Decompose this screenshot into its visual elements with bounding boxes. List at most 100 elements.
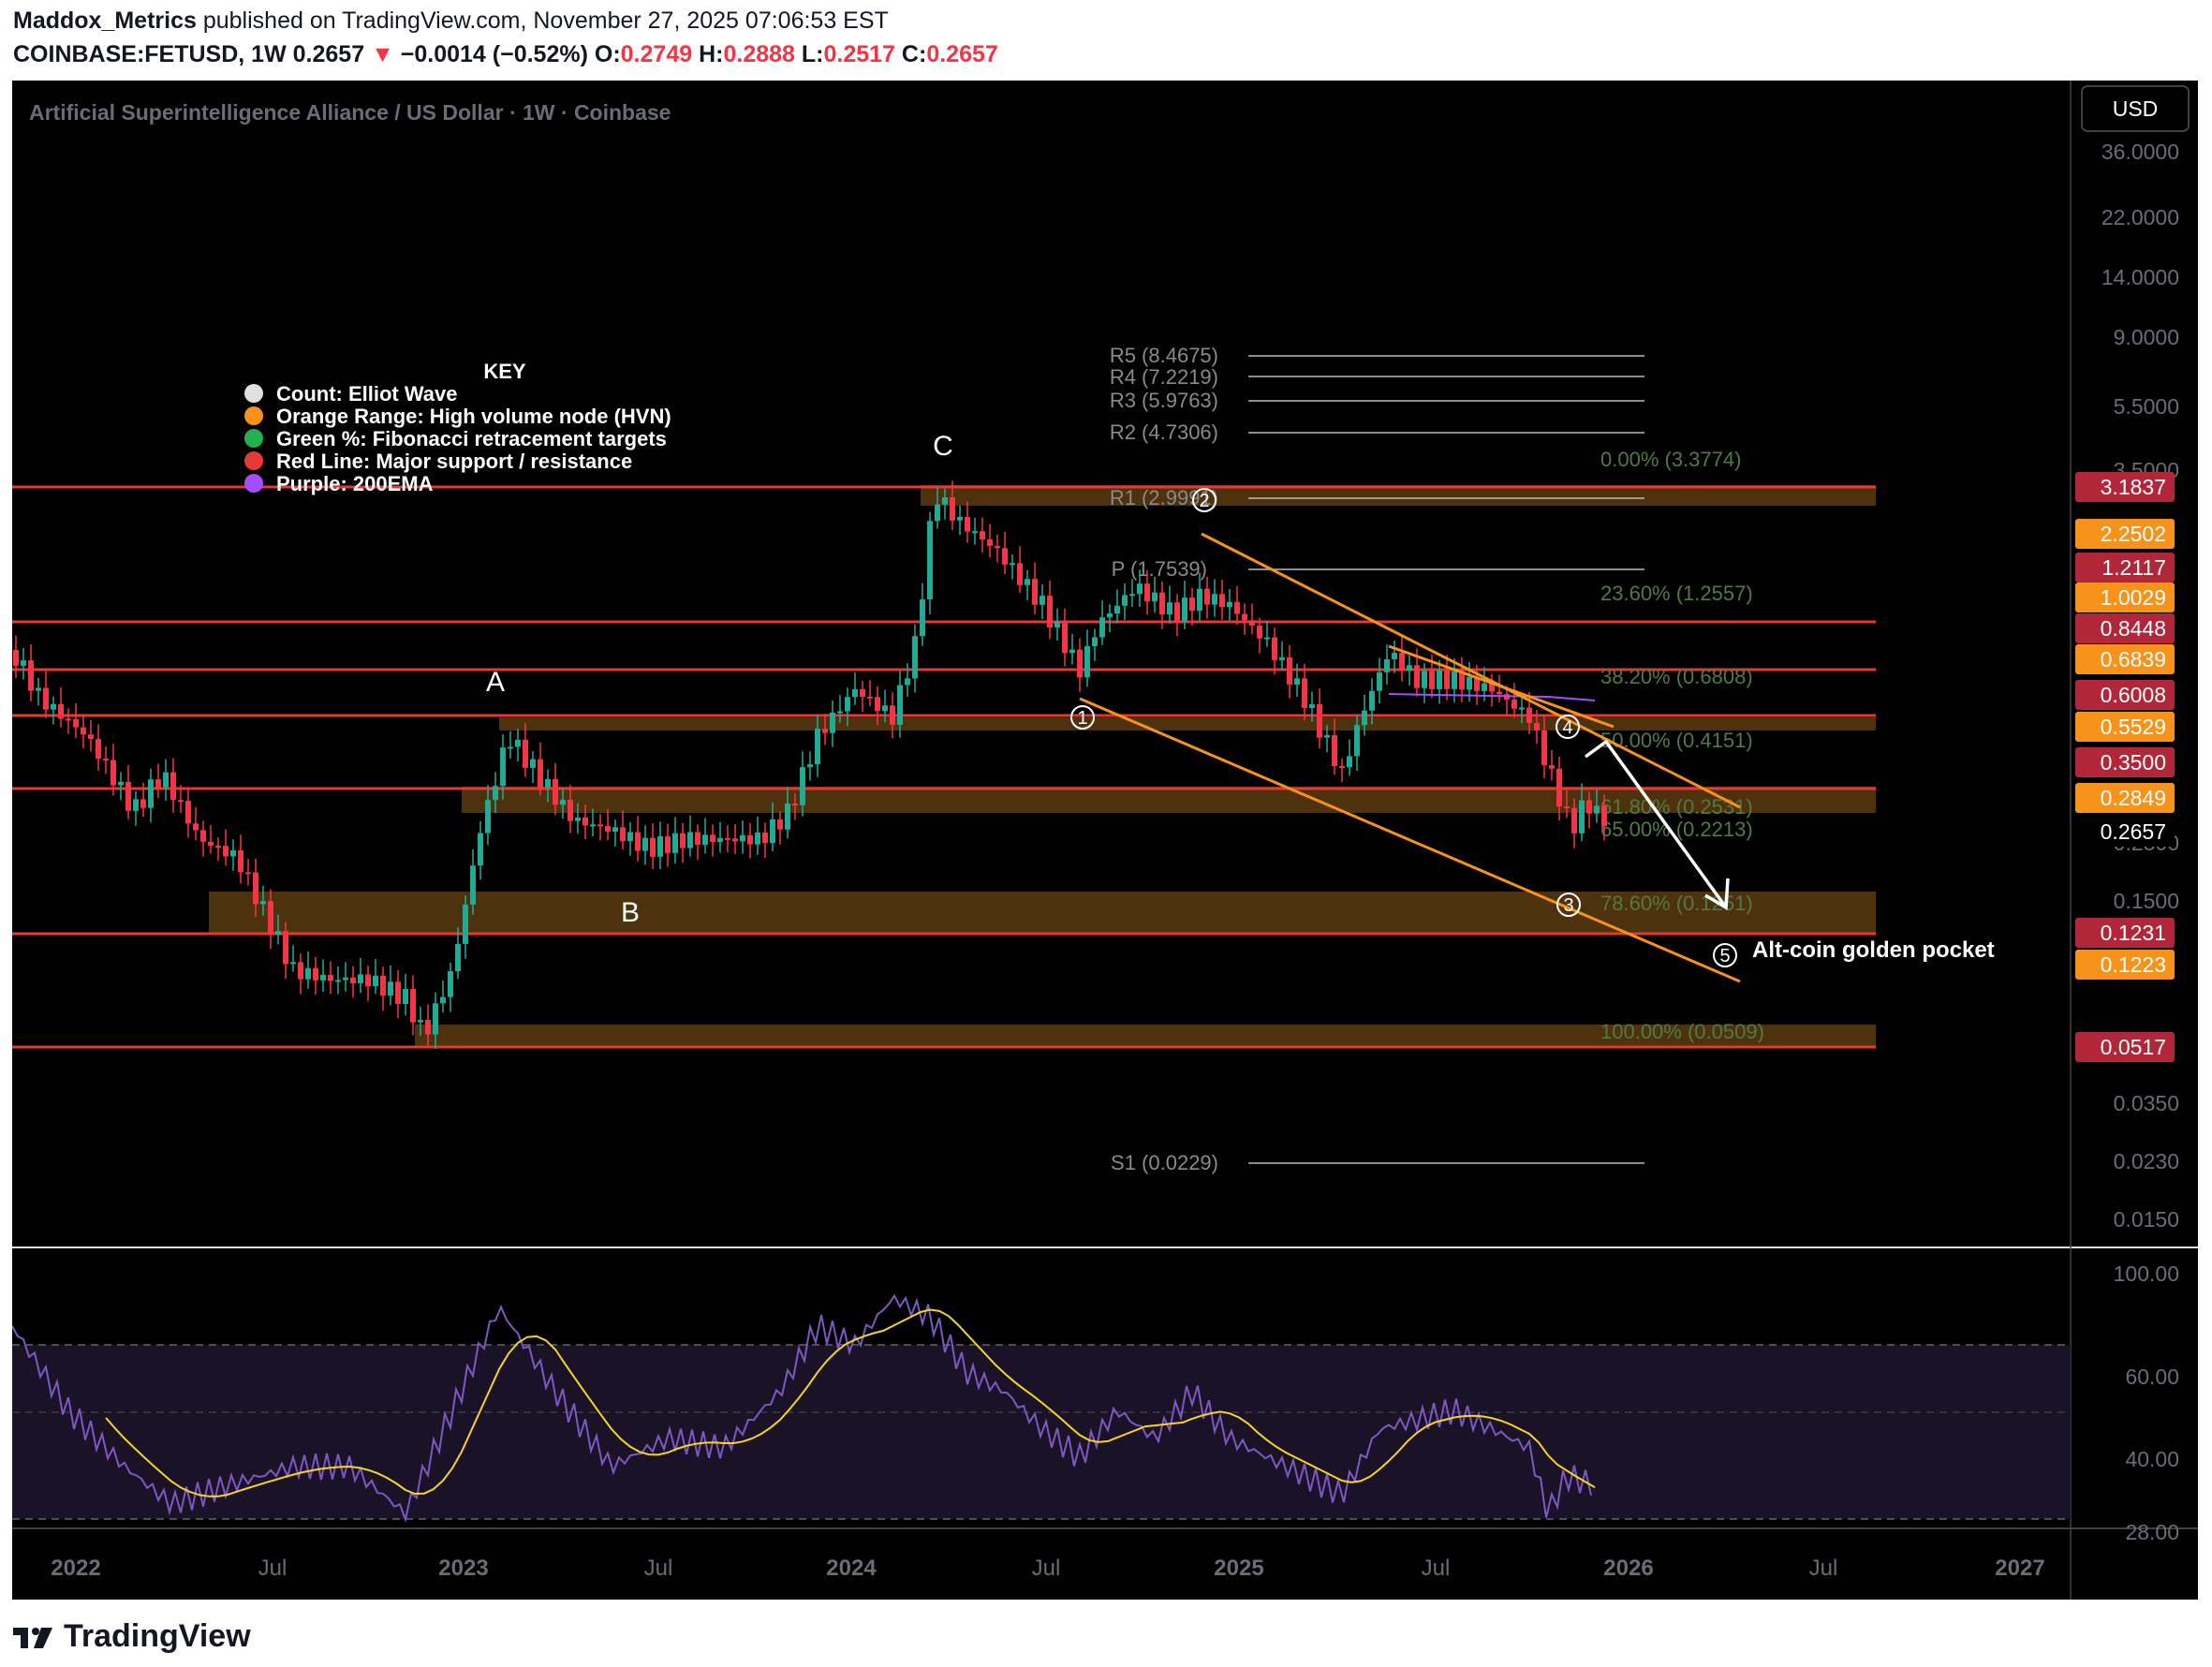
price-badge-label: 0.6008 [2101,683,2166,707]
rsi-pane[interactable] [11,1293,2071,1524]
support-lines [12,485,1876,1049]
currency-button[interactable] [2081,85,2190,132]
wave-count-3: 3 [1563,895,1573,916]
candle [1287,656,1292,685]
candle [298,962,303,980]
candle [515,739,521,747]
price-badge[interactable] [2075,918,2175,948]
price-axis[interactable]: USD 36.0000 22.0000 14.0000 9.0000 5.500… [2075,85,2190,1544]
candle [1084,645,1090,678]
price-badge[interactable] [2075,680,2175,710]
candle [965,516,970,532]
candle [568,799,573,821]
rsi-tick: 40.00 [2125,1447,2179,1471]
candle [433,1003,438,1035]
candle [657,836,663,857]
candle [785,804,790,830]
candlestick-series[interactable] [13,480,1607,1050]
price-badge-label: 3.1837 [2101,475,2166,499]
candle [987,538,993,546]
price-badge[interactable] [2075,817,2175,847]
ema-200-line[interactable] [1388,693,1596,701]
time-tick: Jul [1809,1556,1838,1581]
symbol-label[interactable]: COINBASE:FETUSD, 1W [13,41,287,67]
price-badge[interactable] [2075,613,2175,643]
candle [590,824,596,827]
candle [51,703,56,710]
candle [612,827,618,832]
candle [320,974,326,981]
candle [1099,617,1105,638]
candle [148,779,154,808]
chart-panel[interactable]: R5 (8.4675) R4 (7.2219) R3 (5.9763) R2 (… [11,81,2198,1600]
rsi-ma-line[interactable] [105,1308,1596,1497]
candle [1414,665,1420,688]
price-badge[interactable] [2075,519,2175,549]
price-badge[interactable] [2075,472,2175,502]
candle [1549,765,1555,769]
candle [740,834,745,842]
candle [523,739,528,768]
projection-arrow[interactable] [1584,739,1728,909]
high-value: 0.2888 [723,41,795,67]
candle [597,824,603,827]
wave-count-4: 4 [1562,717,1572,738]
candle [410,989,416,1023]
wedge-lower-line[interactable] [1079,697,1741,983]
candle [1482,683,1487,691]
hvn-zone [209,892,1876,935]
candle [485,800,491,834]
candle [912,636,918,679]
tradingview-logo[interactable]: TradingView [13,1618,251,1655]
candle [1474,676,1480,691]
time-tick: Jul [644,1556,673,1581]
candle [1354,725,1360,757]
candle [545,778,551,788]
chart-canvas[interactable]: R5 (8.4675) R4 (7.2219) R3 (5.9763) R2 (… [11,81,2198,1600]
key-title: KEY [483,360,526,383]
candle [1167,602,1172,615]
candle [1332,735,1337,767]
price-badge[interactable] [2075,1032,2175,1062]
rsi-tick: 100.00 [2114,1261,2179,1286]
author-name[interactable]: Maddox_Metrics [13,7,197,34]
time-axis[interactable]: 2022 Jul 2023 Jul 2024 Jul 2025 Jul 2026… [51,1556,2044,1581]
price-tick: 9.0000 [2114,325,2179,349]
candle [1242,613,1247,621]
candle [1017,563,1023,585]
price-badge[interactable] [2075,712,2175,742]
candle [1182,597,1187,622]
candle [1054,622,1060,627]
candle [755,832,760,845]
candle [1347,756,1352,768]
price-badge[interactable] [2075,783,2175,813]
candle [582,817,588,826]
price-tick: 36.0000 [2101,140,2179,164]
publish-date: published on TradingView.com, November 2… [202,7,889,34]
price-tick: 5.5000 [2114,394,2179,419]
candle [1556,768,1562,807]
wedge-upper-line[interactable] [1201,532,1741,809]
candle [927,521,933,599]
fib-382: 38.20% (0.6808) [1600,665,1753,688]
candle [268,901,273,935]
candle [717,837,723,842]
candle [283,931,288,965]
rsi-line[interactable] [11,1293,1592,1524]
fib-236: 23.60% (1.2557) [1600,582,1753,605]
price-badge[interactable] [2075,644,2175,674]
wave-count-2: 2 [1199,491,1209,511]
price-badge[interactable] [2075,950,2175,980]
price-badge-label: 0.2657 [2101,819,2166,844]
candle [163,772,169,788]
wedge-inner-line[interactable] [1388,644,1615,729]
price-badge[interactable] [2075,553,2175,583]
hvn-zone [921,485,1876,506]
candle [530,759,536,768]
candle [1204,588,1210,605]
price-badge[interactable] [2075,747,2175,777]
candle [1452,671,1457,689]
key-item: Red Line: Major support / resistance [276,450,632,473]
price-badge[interactable] [2075,583,2175,612]
candle [508,746,513,749]
